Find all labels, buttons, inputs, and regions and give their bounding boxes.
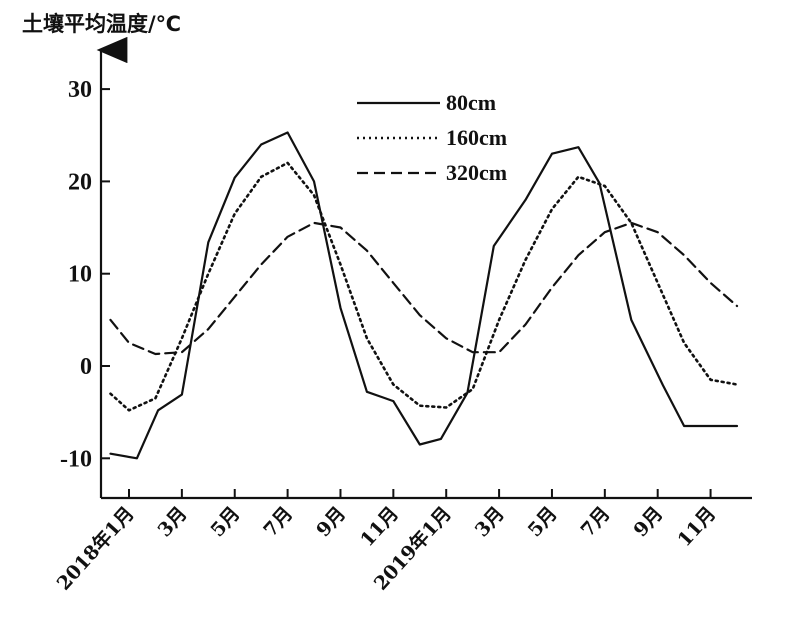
x-tick-label: 2018年1月 xyxy=(52,502,139,595)
series-line-3 xyxy=(109,221,739,356)
x-tick-label: 5月 xyxy=(524,503,562,542)
x-tick-label: 11月 xyxy=(356,503,403,551)
x-tick-label: 11月 xyxy=(674,503,721,551)
y-tick-label: 10 xyxy=(68,262,92,288)
y-axis-title: 土壤平均温度/℃ xyxy=(22,12,181,36)
y-tick-group: 30 20 10 0 -10 xyxy=(60,77,110,472)
x-tick-label: 3月 xyxy=(154,503,192,542)
x-tick-label: 7月 xyxy=(259,503,297,542)
legend-label: 160cm xyxy=(446,125,507,150)
x-tick-label: 3月 xyxy=(471,503,509,542)
legend-label: 80cm xyxy=(446,90,496,115)
y-tick-label: 0 xyxy=(80,354,92,380)
legend: 80cm 160cm 320cm xyxy=(357,90,507,185)
x-tick-label: 9月 xyxy=(629,503,667,542)
y-tick-label: 30 xyxy=(68,77,92,103)
series-line-2 xyxy=(109,161,739,412)
x-tick-label: 5月 xyxy=(207,503,245,542)
x-tick-label: 9月 xyxy=(312,503,350,542)
y-tick-label: 20 xyxy=(68,169,92,195)
x-tick-label: 7月 xyxy=(577,503,615,542)
y-tick-label: -10 xyxy=(60,446,92,472)
legend-label: 320cm xyxy=(446,160,507,185)
series-layer xyxy=(109,131,739,460)
series-line-1 xyxy=(109,131,739,460)
